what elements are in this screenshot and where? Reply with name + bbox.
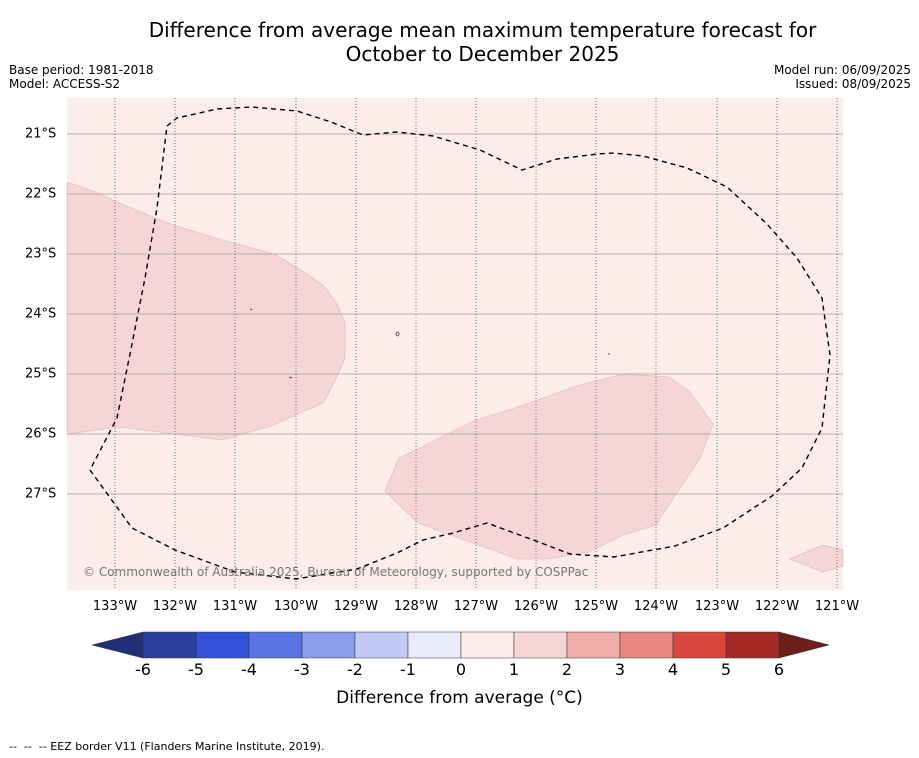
eez-border	[89, 106, 831, 580]
eez-footnote: -- -- -- EEZ border V11 (Flanders Marine…	[9, 740, 325, 753]
colorbar-segment	[460, 631, 515, 659]
lat-label-23s: 23°S	[25, 246, 57, 262]
lon-label-125w: 125°W	[573, 599, 619, 614]
lon-label-127w: 127°W	[453, 599, 499, 614]
colorbar-tick-label: 6	[773, 660, 785, 679]
lon-label-130w: 130°W	[273, 599, 319, 614]
colorbar-segment	[725, 631, 780, 659]
map-title: Difference from average mean maximum tem…	[60, 18, 905, 66]
colorbar-segment	[566, 631, 621, 659]
anomaly-region-southeast	[789, 544, 844, 573]
lat-label-21s: 21°S	[25, 126, 57, 142]
lon-label-123w: 123°W	[694, 599, 740, 614]
lat-label-22s: 22°S	[25, 186, 57, 202]
base-period: Base period: 1981-2018	[9, 63, 154, 77]
lon-label-132w: 132°W	[152, 599, 198, 614]
colorbar-tick-label: 2	[561, 660, 573, 679]
colorbar-segment	[195, 631, 250, 659]
colorbar-tick-label: 0	[455, 660, 467, 679]
colorbar-tick-label: 5	[720, 660, 732, 679]
forecast-map	[66, 98, 844, 590]
colorbar-segment	[619, 631, 674, 659]
colorbar-segment	[248, 631, 303, 659]
colorbar-tick-label: 4	[667, 660, 679, 679]
copyright-notice: © Commonwealth of Australia 2025, Bureau…	[83, 565, 589, 579]
islands	[249, 308, 610, 379]
lat-label-24s: 24°S	[25, 306, 57, 322]
colorbar-segment	[301, 631, 356, 659]
colorbar-tick-label: -4	[241, 660, 257, 679]
lon-label-129w: 129°W	[333, 599, 379, 614]
colorbar-label: Difference from average (°C)	[336, 688, 583, 708]
meta-left: Base period: 1981-2018 Model: ACCESS-S2	[9, 63, 154, 91]
model-name: Model: ACCESS-S2	[9, 77, 121, 91]
colorbar-tick-label: -2	[347, 660, 363, 679]
longitude-gridlines	[114, 98, 838, 590]
title-line-1: Difference from average mean maximum tem…	[148, 18, 817, 42]
colorbar-segment	[407, 631, 462, 659]
title-line-2: October to December 2025	[345, 42, 620, 66]
colorbar-tick-label: -6	[135, 660, 151, 679]
lat-label-27s: 27°S	[25, 486, 57, 502]
meta-right: Model run: 06/09/2025 Issued: 08/09/2025	[774, 63, 911, 91]
latitude-gridlines	[67, 133, 843, 495]
model-run: Model run: 06/09/2025	[773, 63, 911, 77]
colorbar-tick-label: -3	[294, 660, 310, 679]
lon-label-122w: 122°W	[754, 599, 800, 614]
lat-label-26s: 26°S	[25, 426, 57, 442]
colorbar-tick-label: 1	[508, 660, 520, 679]
colorbar-tick-label: 3	[614, 660, 626, 679]
lon-label-121w: 121°W	[814, 599, 860, 614]
anomaly-region-central	[384, 373, 714, 560]
lon-label-126w: 126°W	[513, 599, 559, 614]
colorbar-segment	[672, 631, 727, 659]
colorbar	[91, 631, 830, 659]
lon-label-128w: 128°W	[393, 599, 439, 614]
lat-label-25s: 25°S	[25, 366, 57, 382]
lon-label-131w: 131°W	[212, 599, 258, 614]
colorbar-over-arrow	[778, 631, 830, 659]
issued-date: Issued: 08/09/2025	[795, 77, 911, 91]
lon-label-124w: 124°W	[633, 599, 679, 614]
colorbar-tick-label: -1	[400, 660, 416, 679]
colorbar-tick-label: -5	[188, 660, 204, 679]
colorbar-segment	[354, 631, 409, 659]
colorbar-under-arrow	[91, 631, 144, 659]
colorbar-segment	[142, 631, 197, 659]
lon-label-133w: 133°W	[92, 599, 138, 614]
colorbar-segment	[513, 631, 568, 659]
